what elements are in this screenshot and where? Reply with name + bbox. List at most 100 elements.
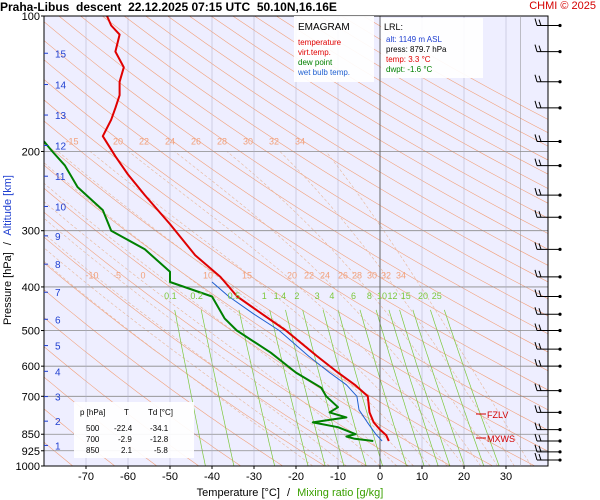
moist-adiabat — [44, 260, 313, 466]
wind-barb — [534, 134, 562, 144]
table-cell: -2.9 — [118, 435, 132, 444]
moist-adiabat — [44, 217, 364, 466]
legend-wet-bulb: wet bulb temp. — [297, 68, 350, 77]
wind-barb — [534, 242, 562, 251]
wind-barb — [534, 444, 562, 454]
level-markers: FZLV MXWS — [476, 410, 515, 444]
table-cell: 700 — [86, 435, 100, 444]
mixing-ratio-label: 4 — [329, 291, 334, 301]
legend-temperature: temperature — [298, 38, 342, 47]
lrl-title: LRL: — [384, 22, 403, 32]
altitude-tick-label: 12 — [55, 142, 67, 153]
wind-barb — [534, 210, 562, 219]
mixing-ratio-label: 12 — [387, 291, 397, 301]
table-cell: -34.1 — [150, 424, 169, 433]
y-label-pressure: Pressure [hPa] — [2, 252, 14, 325]
adiabat-label-lower: -5 — [113, 270, 121, 280]
legend-title: EMAGRAM — [298, 22, 350, 33]
lrl-box: LRL: alt: 1149 m ASL press: 879.7 hPa te… — [381, 18, 483, 78]
legend-virt-temp: virt.temp. — [298, 48, 331, 57]
pressure-tick-label: 600 — [22, 361, 40, 373]
altitude-tick-label: 9 — [55, 232, 61, 243]
adiabat-label-lower: 10 — [203, 270, 213, 280]
wind-barb — [534, 342, 562, 351]
moist-adiabat — [44, 162, 414, 466]
series-dew-point — [44, 140, 374, 442]
table-cell: 500 — [86, 424, 100, 433]
adiabat-label-upper: 20 — [113, 137, 123, 147]
pressure-tick-label: 850 — [22, 429, 40, 441]
wind-barb — [534, 74, 562, 84]
adiabat-label-upper: 24 — [165, 137, 175, 147]
adiabat-label-upper: 32 — [269, 137, 279, 147]
legend-box: EMAGRAM temperature virt.temp. dew point… — [294, 16, 374, 82]
mixing-ratio-label: 0.5 — [228, 291, 241, 301]
adiabat-label-lower: 0 — [140, 270, 145, 280]
pressure-tick-label: 925 — [22, 446, 40, 458]
altitude-tick-label: 7 — [55, 288, 61, 299]
station-name: Praha-Libus — [0, 0, 70, 14]
adiabat-label-lower: 20 — [287, 270, 297, 280]
mixing-ratio-line — [269, 309, 309, 466]
table-cell: 850 — [86, 446, 100, 455]
dry-adiabat — [210, 16, 548, 219]
adiabat-label-lower: 26 — [338, 270, 348, 280]
pressure-tick-label: 100 — [22, 11, 40, 23]
adiabat-label-upper: 34 — [295, 137, 305, 147]
moist-adiabat — [44, 182, 398, 466]
y-label-altitude: Altitude [km] — [2, 175, 14, 236]
mixing-ratio-line — [337, 309, 383, 466]
chart-title: Praha-Libus descent 22.12.2025 07:15 UTC… — [0, 0, 337, 14]
mixing-ratio-label: 0.2 — [190, 291, 203, 301]
moist-adiabat — [44, 201, 381, 466]
pressure-tick-label: 500 — [22, 326, 40, 338]
wind-barb — [534, 100, 562, 110]
mixing-ratio-line — [322, 309, 367, 466]
mode-label: descent — [76, 0, 122, 14]
dry-adiabat — [123, 16, 548, 283]
x-tick-label: -60 — [120, 471, 136, 483]
table-cell: -22.4 — [114, 424, 133, 433]
x-label-separator: / — [287, 487, 291, 499]
x-tick-label: 30 — [500, 471, 512, 483]
adiabat-label-upper: 28 — [217, 137, 227, 147]
pressure-tick-label: 200 — [22, 146, 40, 158]
table-cell: 2.1 — [121, 446, 133, 455]
dry-adiabat — [167, 16, 548, 250]
adiabat-label-lower: 24 — [320, 270, 330, 280]
wind-barb — [534, 405, 562, 414]
pressure-tick-label: 300 — [22, 226, 40, 238]
wind-barb — [534, 269, 562, 279]
adiabat-label-lower: 28 — [352, 270, 362, 280]
altitude-tick-label: 11 — [55, 172, 66, 183]
wind-barb — [534, 433, 562, 443]
x-tick-label: 20 — [458, 471, 470, 483]
moist-adiabat — [279, 151, 515, 466]
table-cell: -5.8 — [154, 446, 168, 455]
mixing-ratio-label: 8 — [367, 291, 372, 301]
x-tick-label: -40 — [204, 471, 220, 483]
wind-barb — [534, 44, 562, 54]
x-tick-label: -20 — [288, 471, 304, 483]
x-tick-label: 0 — [377, 471, 383, 483]
adiabat-label-lower: 32 — [381, 270, 391, 280]
adiabat-label-lower: -10 — [85, 270, 98, 280]
x-tick-label: -50 — [162, 471, 178, 483]
mixing-ratio-label: 25 — [432, 291, 442, 301]
mixing-ratio-label: 2 — [294, 291, 299, 301]
series-wet-bulb-temp — [211, 281, 383, 442]
datetime-label: 22.12.2025 07:15 UTC — [128, 0, 251, 14]
dry-adiabat — [44, 40, 548, 372]
wind-barb — [534, 18, 562, 28]
mixing-ratio-label: 6 — [351, 291, 356, 301]
table-header-td: Td [°C] — [148, 408, 173, 417]
series-temperature — [101, 16, 390, 442]
x-tick-label: -10 — [330, 471, 346, 483]
dry-adiabat — [80, 16, 548, 317]
x-label-mixing: Mixing ratio [g/kg] — [297, 487, 383, 499]
y-axis-label: Pressure [hPa] / Altitude [km] — [2, 175, 14, 325]
mixing-ratio-label: 3 — [315, 291, 320, 301]
dry-adiabat — [102, 16, 548, 300]
mixing-ratio-line — [359, 309, 407, 466]
